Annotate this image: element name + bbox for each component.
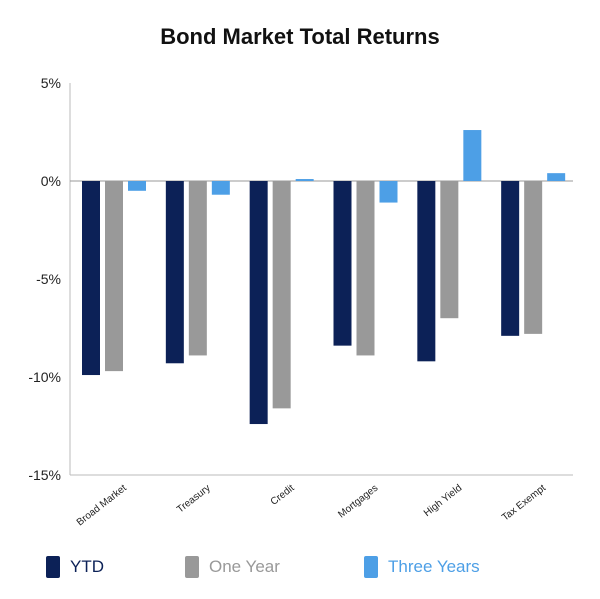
bar-one-year-mortgages xyxy=(356,181,375,356)
x-tick-label-high-yield: High Yield xyxy=(422,483,464,519)
bar-three-years-mortgages xyxy=(379,181,398,203)
legend-label-one-year: One Year xyxy=(209,557,280,576)
legend-item-ytd: YTD xyxy=(46,556,104,578)
bar-three-years-tax-exempt xyxy=(547,173,566,181)
bar-ytd-high-yield xyxy=(417,181,436,362)
legend-label-ytd: YTD xyxy=(70,557,104,576)
bar-one-year-high-yield xyxy=(440,181,459,319)
bar-ytd-treasury xyxy=(165,181,184,364)
bars xyxy=(82,130,566,425)
bar-three-years-credit xyxy=(295,179,314,181)
bar-ytd-mortgages xyxy=(333,181,352,346)
x-axis-tick-labels: Broad Market Treasury Credit Mortgages High … xyxy=(75,483,548,529)
legend-swatch-one-year xyxy=(185,556,199,578)
x-tick-label-credit: Credit xyxy=(269,483,297,508)
legend-swatch-ytd xyxy=(46,556,60,578)
x-tick-label-broad-market: Broad Market xyxy=(75,483,129,529)
y-axis-tick-labels: 5% 0% -5% -10% -15% xyxy=(28,75,61,483)
bar-three-years-treasury xyxy=(211,181,230,195)
bar-one-year-broad-market xyxy=(105,181,123,372)
legend-label-three-years: Three Years xyxy=(388,557,480,576)
y-tick-label: 0% xyxy=(41,173,61,189)
y-tick-label: -10% xyxy=(28,369,61,385)
y-tick-label: 5% xyxy=(41,75,61,91)
x-tick-label-tax-exempt: Tax Exempt xyxy=(500,483,548,524)
chart-title: Bond Market Total Returns xyxy=(160,24,440,49)
bar-one-year-tax-exempt xyxy=(524,181,543,334)
y-tick-label: -15% xyxy=(28,467,61,483)
bar-one-year-treasury xyxy=(188,181,207,356)
bar-ytd-tax-exempt xyxy=(501,181,520,336)
y-tick-label: -5% xyxy=(36,271,61,287)
bar-ytd-broad-market xyxy=(82,181,100,376)
bar-one-year-credit xyxy=(272,181,291,409)
bar-three-years-broad-market xyxy=(128,181,146,191)
x-tick-label-mortgages: Mortgages xyxy=(336,483,380,521)
bar-three-years-high-yield xyxy=(463,130,482,181)
x-tick-label-treasury: Treasury xyxy=(175,483,213,516)
bar-ytd-credit xyxy=(249,181,268,425)
legend-item-one-year: One Year xyxy=(185,556,280,578)
legend-item-three-years: Three Years xyxy=(364,556,480,578)
legend-swatch-three-years xyxy=(364,556,378,578)
